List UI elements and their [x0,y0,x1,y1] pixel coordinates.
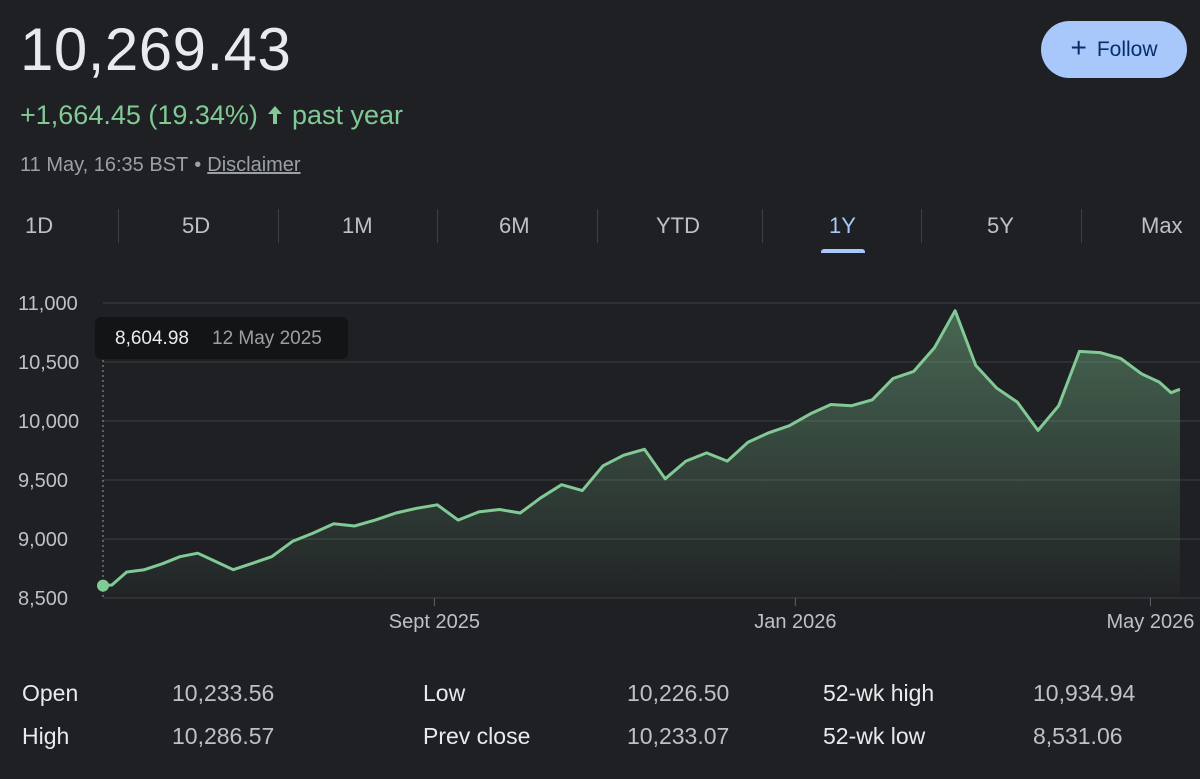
stat-value-prev-close: 10,233.07 [627,723,730,749]
tab-divider [118,209,119,243]
tab-divider [1081,209,1082,243]
follow-button[interactable]: + Follow [1041,21,1187,78]
tooltip-value: 8,604.98 [115,328,189,349]
tab-divider [597,209,598,243]
active-tab-indicator [821,249,865,253]
stat-value-high: 10,286.57 [172,723,275,749]
separator-dot: • [194,154,202,176]
tab-1y[interactable]: 1Y [829,213,856,238]
tab-6m[interactable]: 6M [499,213,530,238]
x-tick-label: Jan 2026 [754,611,836,633]
follow-label: Follow [1096,37,1158,61]
price-area-fill [103,310,1180,598]
y-tick-label: 11,000 [18,293,78,315]
quote-meta: 11 May, 16:35 BST • Disclaimer [20,152,301,178]
price-change-row: +1,664.45 (19.34%) past year [20,98,403,132]
stat-value-52wk-high: 10,934.94 [1033,680,1136,706]
stat-value-low: 10,226.50 [627,680,730,706]
x-tick-label: May 2026 [1106,611,1194,633]
tab-1m[interactable]: 1M [342,213,373,238]
stat-label-52wk-high: 52-wk high [823,680,935,706]
chart-tooltip: 8,604.98 12 May 2025 [95,317,348,359]
tab-5d[interactable]: 5D [182,213,211,238]
tooltip-date: 12 May 2025 [212,328,322,349]
tab-divider [762,209,763,243]
price-line [102,309,1181,588]
stat-value-52wk-low: 8,531.06 [1033,723,1123,749]
plus-icon: + [1070,32,1087,63]
stat-value-open: 10,233.56 [172,680,275,706]
y-tick-label: 9,000 [18,529,68,551]
arrow-up-icon [266,104,284,126]
tab-1d[interactable]: 1D [25,213,54,238]
price-change: +1,664.45 (19.34%) [20,100,258,130]
hover-point [97,579,109,592]
price-chart[interactable]: 11,000 10,500 10,000 9,500 9,000 8,500 Sept 2… [0,270,1200,640]
y-tick-label: 10,500 [18,352,79,374]
quote-timestamp: 11 May, 16:35 BST [20,154,189,176]
range-tabs: 1D 5D 1M 6M YTD 1Y 5Y Max [0,200,1200,256]
tab-divider [278,209,279,243]
x-tick-label: Sept 2025 [389,611,480,633]
stat-label-low: Low [423,680,466,706]
stat-label-prev-close: Prev close [423,723,531,749]
y-tick-label: 9,500 [18,470,68,492]
tab-max[interactable]: Max [1141,213,1183,238]
y-tick-label: 8,500 [18,588,68,610]
current-price: 10,269.43 [20,16,292,83]
stat-label-high: High [22,723,70,749]
disclaimer-link[interactable]: Disclaimer [207,154,301,176]
tab-divider [437,209,438,243]
tab-divider [921,209,922,243]
tab-5y[interactable]: 5Y [987,213,1014,238]
y-tick-label: 10,000 [18,411,79,433]
stat-label-open: Open [22,680,79,706]
stat-label-52wk-low: 52-wk low [823,723,926,749]
tab-ytd[interactable]: YTD [656,213,700,238]
change-period: past year [291,100,403,130]
